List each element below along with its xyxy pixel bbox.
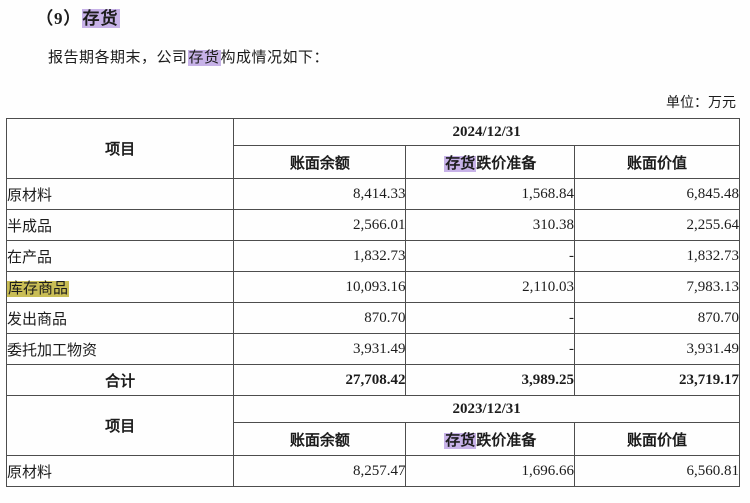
column-header-provision-2024: 存货跌价准备 <box>405 145 576 179</box>
row-label: 原材料 <box>5 455 235 487</box>
table-row-semi-finished-2024: 半成品 2,566.01 310.38 2,255.64 <box>5 209 740 241</box>
row-label: 发出商品 <box>5 302 235 334</box>
provision-header-rest-2024: 跌价准备 <box>476 155 537 172</box>
inventory-table: 项目 2024/12/31 账面余额 存货跌价准备 账面价值 原材料 8,414… <box>5 118 740 487</box>
cell-provision: - <box>405 333 576 365</box>
cell-carrying: 2,255.64 <box>574 209 740 241</box>
intro-term-highlight: 存货 <box>187 50 221 66</box>
cell-carrying: 7,983.13 <box>574 271 740 303</box>
cell-balance: 870.70 <box>233 302 407 334</box>
cell-balance: 1,832.73 <box>233 240 407 272</box>
total-label: 合计 <box>5 364 235 396</box>
row-label: 在产品 <box>5 240 235 272</box>
cell-carrying: 870.70 <box>574 302 740 334</box>
finished-goods-highlight: 库存商品 <box>7 280 70 297</box>
date-header-2023: 2023/12/31 <box>233 395 740 423</box>
cell-balance: 2,566.01 <box>233 209 407 241</box>
provision-term-highlight-2023: 存货 <box>444 432 477 449</box>
item-column-header-2024: 项目 <box>5 118 235 179</box>
column-header-carrying-2024: 账面价值 <box>574 145 740 179</box>
cell-provision-total: 3,989.25 <box>405 364 576 396</box>
cell-provision: 1,696.66 <box>405 455 576 487</box>
table-row-consigned-materials-2024: 委托加工物资 3,931.49 - 3,931.49 <box>5 333 740 365</box>
table-row-raw-materials-2024: 原材料 8,414.33 1,568.84 6,845.48 <box>5 178 740 210</box>
cell-carrying: 6,560.81 <box>574 455 740 487</box>
row-label-highlighted: 库存商品 <box>5 271 235 303</box>
row-label: 委托加工物资 <box>5 333 235 365</box>
intro-text-after: 构成情况如下： <box>220 50 330 66</box>
cell-provision: - <box>405 302 576 334</box>
column-header-balance-2024: 账面余额 <box>233 145 407 179</box>
cell-balance-total: 27,708.42 <box>233 364 407 396</box>
table-row-work-in-progress-2024: 在产品 1,832.73 - 1,832.73 <box>5 240 740 272</box>
column-header-balance-2023: 账面余额 <box>233 422 407 456</box>
intro-paragraph: 报告期各期末，公司存货构成情况如下： <box>48 46 750 67</box>
cell-provision: - <box>405 240 576 272</box>
cell-balance: 8,414.33 <box>233 178 407 210</box>
intro-text-before: 报告期各期末，公司 <box>48 50 188 66</box>
item-column-header-2023: 项目 <box>5 395 235 456</box>
date-header-2024: 2024/12/31 <box>233 118 740 146</box>
table-row-raw-materials-2023: 原材料 8,257.47 1,696.66 6,560.81 <box>5 455 740 487</box>
unit-label: 单位：万元 <box>666 96 736 111</box>
provision-term-highlight-2024: 存货 <box>444 155 477 172</box>
cell-provision: 2,110.03 <box>405 271 576 303</box>
cell-carrying: 3,931.49 <box>574 333 740 365</box>
heading-term-highlight: 存货 <box>81 9 120 28</box>
section-number: （9） <box>36 9 82 28</box>
column-header-carrying-2023: 账面价值 <box>574 422 740 456</box>
cell-balance: 3,931.49 <box>233 333 407 365</box>
cell-carrying: 6,845.48 <box>574 178 740 210</box>
cell-provision: 310.38 <box>405 209 576 241</box>
cell-balance: 8,257.47 <box>233 455 407 487</box>
cell-carrying-total: 23,719.17 <box>574 364 740 396</box>
column-header-provision-2023: 存货跌价准备 <box>405 422 576 456</box>
table-row-goods-shipped-2024: 发出商品 870.70 - 870.70 <box>5 302 740 334</box>
cell-balance: 10,093.16 <box>233 271 407 303</box>
section-heading: （9）存货 <box>36 4 750 29</box>
cell-carrying: 1,832.73 <box>574 240 740 272</box>
cell-provision: 1,568.84 <box>405 178 576 210</box>
table-row-total-2024: 合计 27,708.42 3,989.25 23,719.17 <box>5 364 740 396</box>
row-label: 原材料 <box>5 178 235 210</box>
row-label: 半成品 <box>5 209 235 241</box>
provision-header-rest-2023: 跌价准备 <box>476 432 537 449</box>
table-row-finished-goods-2024: 库存商品 10,093.16 2,110.03 7,983.13 <box>5 271 740 303</box>
